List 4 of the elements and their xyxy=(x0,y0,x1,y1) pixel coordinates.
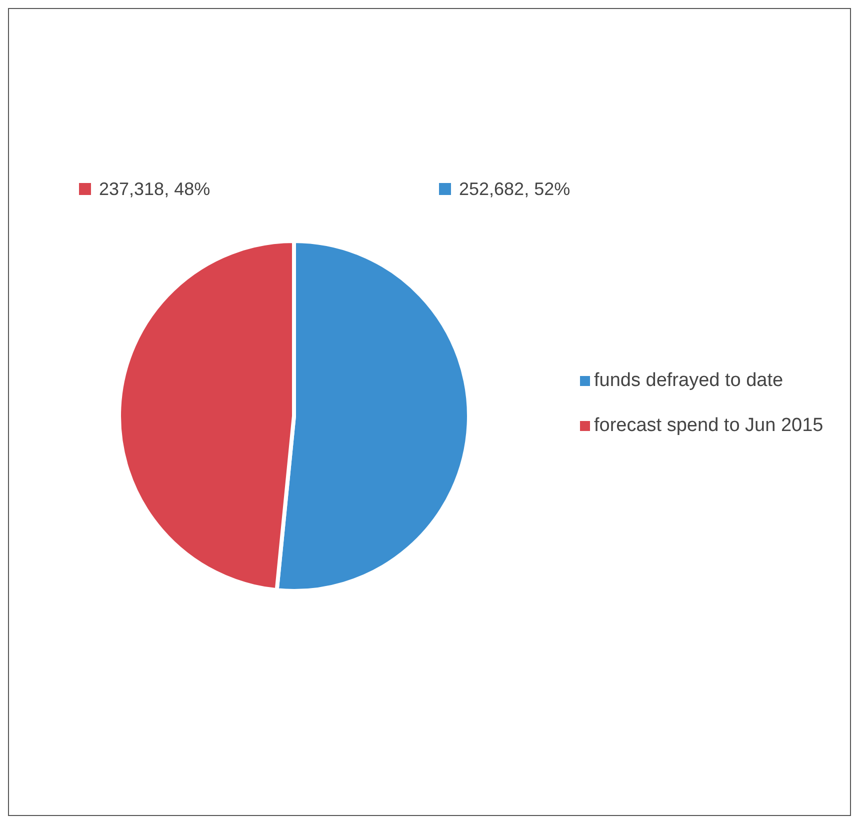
data-label: 252,682, 52% xyxy=(459,179,570,199)
data-label: 237,318, 48% xyxy=(99,179,210,199)
legend-label: forecast spend to Jun 2015 xyxy=(594,414,824,438)
legend-label: funds defrayed to date xyxy=(594,369,784,393)
